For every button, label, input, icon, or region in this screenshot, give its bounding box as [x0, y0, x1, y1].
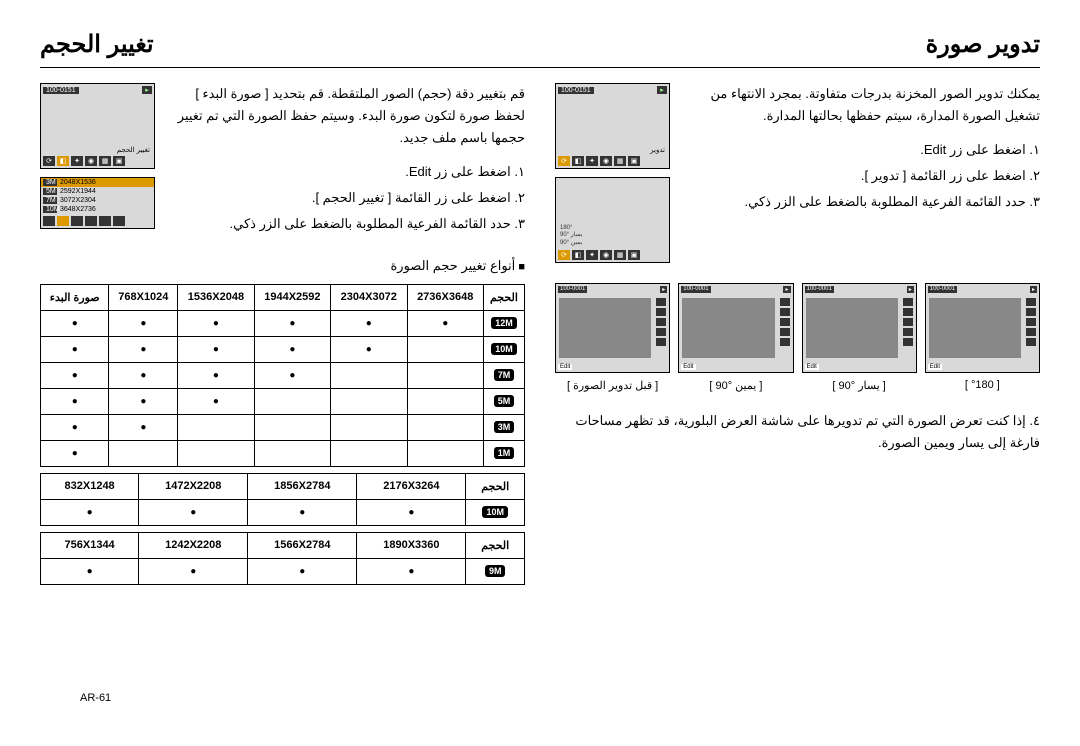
resize-table-2: الحجم 2176X3264 1856X2784 1472X2208 832X… — [40, 473, 525, 526]
menu-icon: ◧ — [572, 250, 584, 260]
rotate-preview: 100-0001▸ Edit — [802, 283, 917, 373]
play-icon: ▸ — [783, 286, 790, 293]
menu-icon: ▦ — [99, 156, 111, 166]
rotate-preview: 100-0001▸ Edit — [555, 283, 670, 373]
rotate-options-thumb: 180° يسار °90 يمين °90 ⟳ ◧ ✦ ◉ ▦ ▣ — [555, 177, 670, 263]
resize-menu-icon: ◧ — [57, 156, 69, 166]
menu-icon: ✦ — [586, 250, 598, 260]
thumb-id: 100-0151 — [43, 87, 79, 94]
rotate-options: 180° يسار °90 يمين °90 — [560, 225, 583, 248]
menu-icon: ◉ — [600, 156, 612, 166]
thumb-caption: تدوير — [650, 146, 665, 154]
resize-table-1: الحجم 2736X3648 2304X3072 1944X2592 1536… — [40, 284, 525, 467]
page-titles: تدوير صورة تغيير الحجم — [40, 30, 1040, 68]
rotate-step: ٣. حدد القائمة الفرعية المطلوبة بالضغط ع… — [682, 191, 1040, 213]
menu-icon: ▦ — [614, 156, 626, 166]
thumb-id: 100-0151 — [558, 87, 594, 94]
menu-icon: ◧ — [572, 156, 584, 166]
play-icon — [142, 86, 152, 94]
resize-steps: ١. اضغط على زر Edit. ٢. اضغط على زر القا… — [167, 161, 525, 235]
menu-icon: ▣ — [113, 156, 125, 166]
title-left: تغيير الحجم — [40, 30, 154, 59]
rotate-label: [ يسار °90 ] — [802, 379, 917, 392]
resize-intro: قم بتغيير دقة (حجم) الصور الملتقطة. قم ب… — [167, 83, 525, 149]
resize-table-3: الحجم 1890X3360 1566X2784 1242X2208 756X… — [40, 532, 525, 585]
menu-icon: ▦ — [614, 250, 626, 260]
play-icon: ▸ — [907, 286, 914, 293]
rotate-intro: يمكنك تدوير الصور المخزنة بدرجات متفاوتة… — [682, 83, 1040, 127]
play-icon: ▸ — [1030, 286, 1037, 293]
thumb-caption: تغيير الحجم — [117, 146, 150, 154]
menu-icon: ▣ — [628, 156, 640, 166]
resize-thumb: 100-0151 تغيير الحجم ⟳ ◧ ✦ ◉ ▦ ▣ — [40, 83, 155, 169]
rotate-step: ١. اضغط على زر Edit. — [682, 139, 1040, 161]
rotate-section: يمكنك تدوير الصور المخزنة بدرجات متفاوتة… — [555, 83, 1040, 716]
rotate-note: ٤. إذا كنت تعرض الصورة التي تم تدويرها ع… — [555, 410, 1040, 454]
rotate-menu-icon: ⟳ — [558, 250, 570, 260]
title-right: تدوير صورة — [926, 30, 1040, 59]
rotate-label: [ قبل تدوير الصورة ] — [555, 379, 670, 392]
page-number: AR-61 — [80, 692, 111, 704]
rotate-menu-icon: ⟳ — [558, 156, 570, 166]
rotate-step: ٢. اضغط على زر القائمة [ تدوير ]. — [682, 165, 1040, 187]
thumb-footer: ⟳ ◧ ✦ ◉ ▦ ▣ — [43, 156, 152, 166]
resize-step: ١. اضغط على زر Edit. — [167, 161, 525, 183]
menu-icon: ◉ — [85, 156, 97, 166]
resize-section: قم بتغيير دقة (حجم) الصور الملتقطة. قم ب… — [40, 83, 525, 716]
menu-icon: ⟳ — [43, 156, 55, 166]
menu-icon: ✦ — [71, 156, 83, 166]
rotate-grid: 100-0001▸ Edit [ قبل تدوير الصورة ] 100-… — [555, 283, 1040, 392]
menu-icon: ✦ — [586, 156, 598, 166]
play-icon: ▸ — [660, 286, 667, 293]
rotate-steps: ١. اضغط على زر Edit. ٢. اضغط على زر القا… — [682, 139, 1040, 213]
rotate-preview: 100-0001▸ Edit — [925, 283, 1040, 373]
resize-menu-list: 3M2048X1536 5M2592X1944 7M3072X2304 10M3… — [40, 177, 155, 229]
rotate-label: [ °180 ] — [925, 379, 1040, 391]
rotate-thumb: 100-0151 تدوير ⟳ ◧ ✦ ◉ ▦ ▣ — [555, 83, 670, 169]
thumb-footer: ⟳ ◧ ✦ ◉ ▦ ▣ — [558, 156, 667, 166]
thumb-footer: ⟳ ◧ ✦ ◉ ▦ ▣ — [558, 250, 667, 260]
resize-subtitle: أنواع تغيير حجم الصورة — [40, 258, 525, 274]
resize-step: ٣. حدد القائمة الفرعية المطلوبة بالضغط ع… — [167, 213, 525, 235]
play-icon — [657, 86, 667, 94]
rotate-preview: 100-0001▸ Edit — [678, 283, 793, 373]
menu-icon: ▣ — [628, 250, 640, 260]
resize-step: ٢. اضغط على زر القائمة [ تغيير الحجم ]. — [167, 187, 525, 209]
menu-icon: ◉ — [600, 250, 612, 260]
rotate-label: [ يمين °90 ] — [678, 379, 793, 392]
